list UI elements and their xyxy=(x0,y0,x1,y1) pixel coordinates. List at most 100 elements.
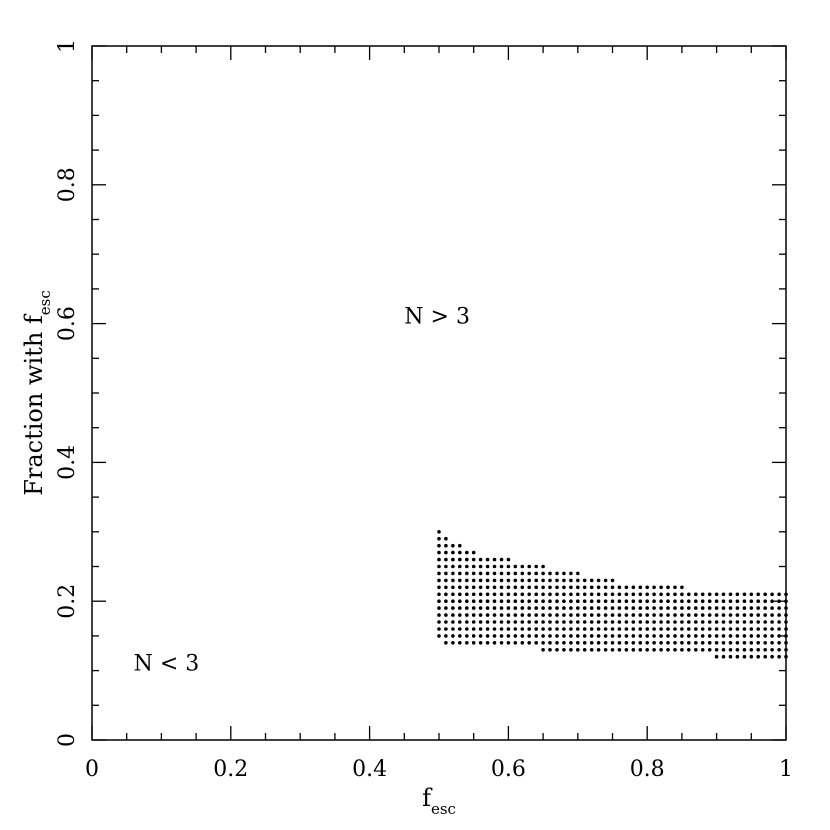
data-point xyxy=(707,620,712,624)
data-point xyxy=(451,578,455,583)
data-point xyxy=(458,564,462,569)
data-point xyxy=(548,571,552,576)
data-point xyxy=(700,606,705,610)
data-point xyxy=(465,550,469,555)
data-point xyxy=(451,606,455,610)
data-point xyxy=(451,620,455,624)
data-point xyxy=(444,613,448,617)
data-point xyxy=(582,648,587,652)
x-tick-label: 0.8 xyxy=(630,757,665,782)
data-point xyxy=(485,571,490,576)
data-point xyxy=(562,634,566,638)
data-point xyxy=(617,627,622,631)
data-point xyxy=(444,585,448,590)
data-point xyxy=(582,620,587,624)
data-point xyxy=(756,613,760,617)
data-point xyxy=(756,620,760,624)
data-point xyxy=(458,627,462,631)
data-point xyxy=(458,641,462,645)
data-point xyxy=(513,613,518,617)
data-point xyxy=(742,654,747,659)
data-point xyxy=(506,592,511,597)
data-point xyxy=(444,599,448,603)
data-point xyxy=(485,578,490,583)
data-point xyxy=(513,564,518,569)
data-point xyxy=(548,620,552,624)
data-point xyxy=(513,606,518,610)
data-point xyxy=(576,613,580,617)
data-point xyxy=(700,634,705,638)
data-point xyxy=(728,648,733,652)
data-point xyxy=(666,599,670,603)
data-point xyxy=(596,634,601,638)
data-point xyxy=(437,599,441,603)
data-point xyxy=(555,620,559,624)
data-point xyxy=(555,606,559,610)
data-point xyxy=(589,613,594,617)
data-point xyxy=(763,599,767,603)
data-point xyxy=(555,613,559,617)
data-point xyxy=(527,571,531,576)
data-point xyxy=(541,564,545,569)
data-point xyxy=(770,620,774,624)
data-point xyxy=(610,648,615,652)
data-point xyxy=(506,627,511,631)
data-point xyxy=(603,592,608,597)
y-tick-label: 0.6 xyxy=(55,306,80,341)
data-point xyxy=(666,585,670,590)
data-point xyxy=(437,613,441,617)
data-point xyxy=(631,592,636,597)
data-point xyxy=(520,599,525,603)
data-point xyxy=(763,613,767,617)
data-point xyxy=(478,627,483,631)
data-point xyxy=(749,599,754,603)
data-point xyxy=(666,641,670,645)
data-point xyxy=(728,654,733,659)
data-point xyxy=(721,648,726,652)
data-point xyxy=(617,620,622,624)
data-point xyxy=(770,654,774,659)
data-point xyxy=(562,627,566,631)
data-point xyxy=(548,634,552,638)
data-point xyxy=(458,620,462,624)
data-point xyxy=(562,648,566,652)
data-point xyxy=(520,634,525,638)
data-point xyxy=(465,606,469,610)
x-axis-label: fesc xyxy=(422,784,456,818)
data-point xyxy=(451,557,455,562)
data-point xyxy=(652,613,656,617)
data-point xyxy=(465,641,469,645)
data-point xyxy=(707,627,712,631)
data-point xyxy=(485,627,490,631)
data-point xyxy=(714,627,719,631)
data-point xyxy=(541,634,545,638)
data-point xyxy=(562,585,566,590)
data-point xyxy=(624,599,629,603)
data-point xyxy=(756,641,760,645)
data-point xyxy=(610,627,615,631)
data-point xyxy=(742,620,747,624)
data-point xyxy=(659,627,663,631)
data-point xyxy=(707,592,712,597)
data-point xyxy=(638,620,643,624)
data-point xyxy=(548,627,552,631)
data-point xyxy=(763,627,767,631)
data-point xyxy=(492,606,497,610)
tick-labels: 0 0.2 0.4 0.6 0.8 1 0 0.2 0.4 0.6 0.8 1 xyxy=(55,39,793,782)
data-point xyxy=(492,620,497,624)
data-point xyxy=(569,571,573,576)
data-point xyxy=(603,641,608,645)
data-point xyxy=(465,571,469,576)
data-point xyxy=(465,585,469,590)
data-point xyxy=(756,606,760,610)
data-point xyxy=(576,592,580,597)
data-point xyxy=(576,606,580,610)
data-point xyxy=(527,606,531,610)
data-point xyxy=(707,613,712,617)
data-point xyxy=(694,620,698,624)
data-point xyxy=(534,641,538,645)
data-point xyxy=(506,599,511,603)
data-point xyxy=(527,613,531,617)
data-point xyxy=(548,599,552,603)
data-point xyxy=(520,592,525,597)
